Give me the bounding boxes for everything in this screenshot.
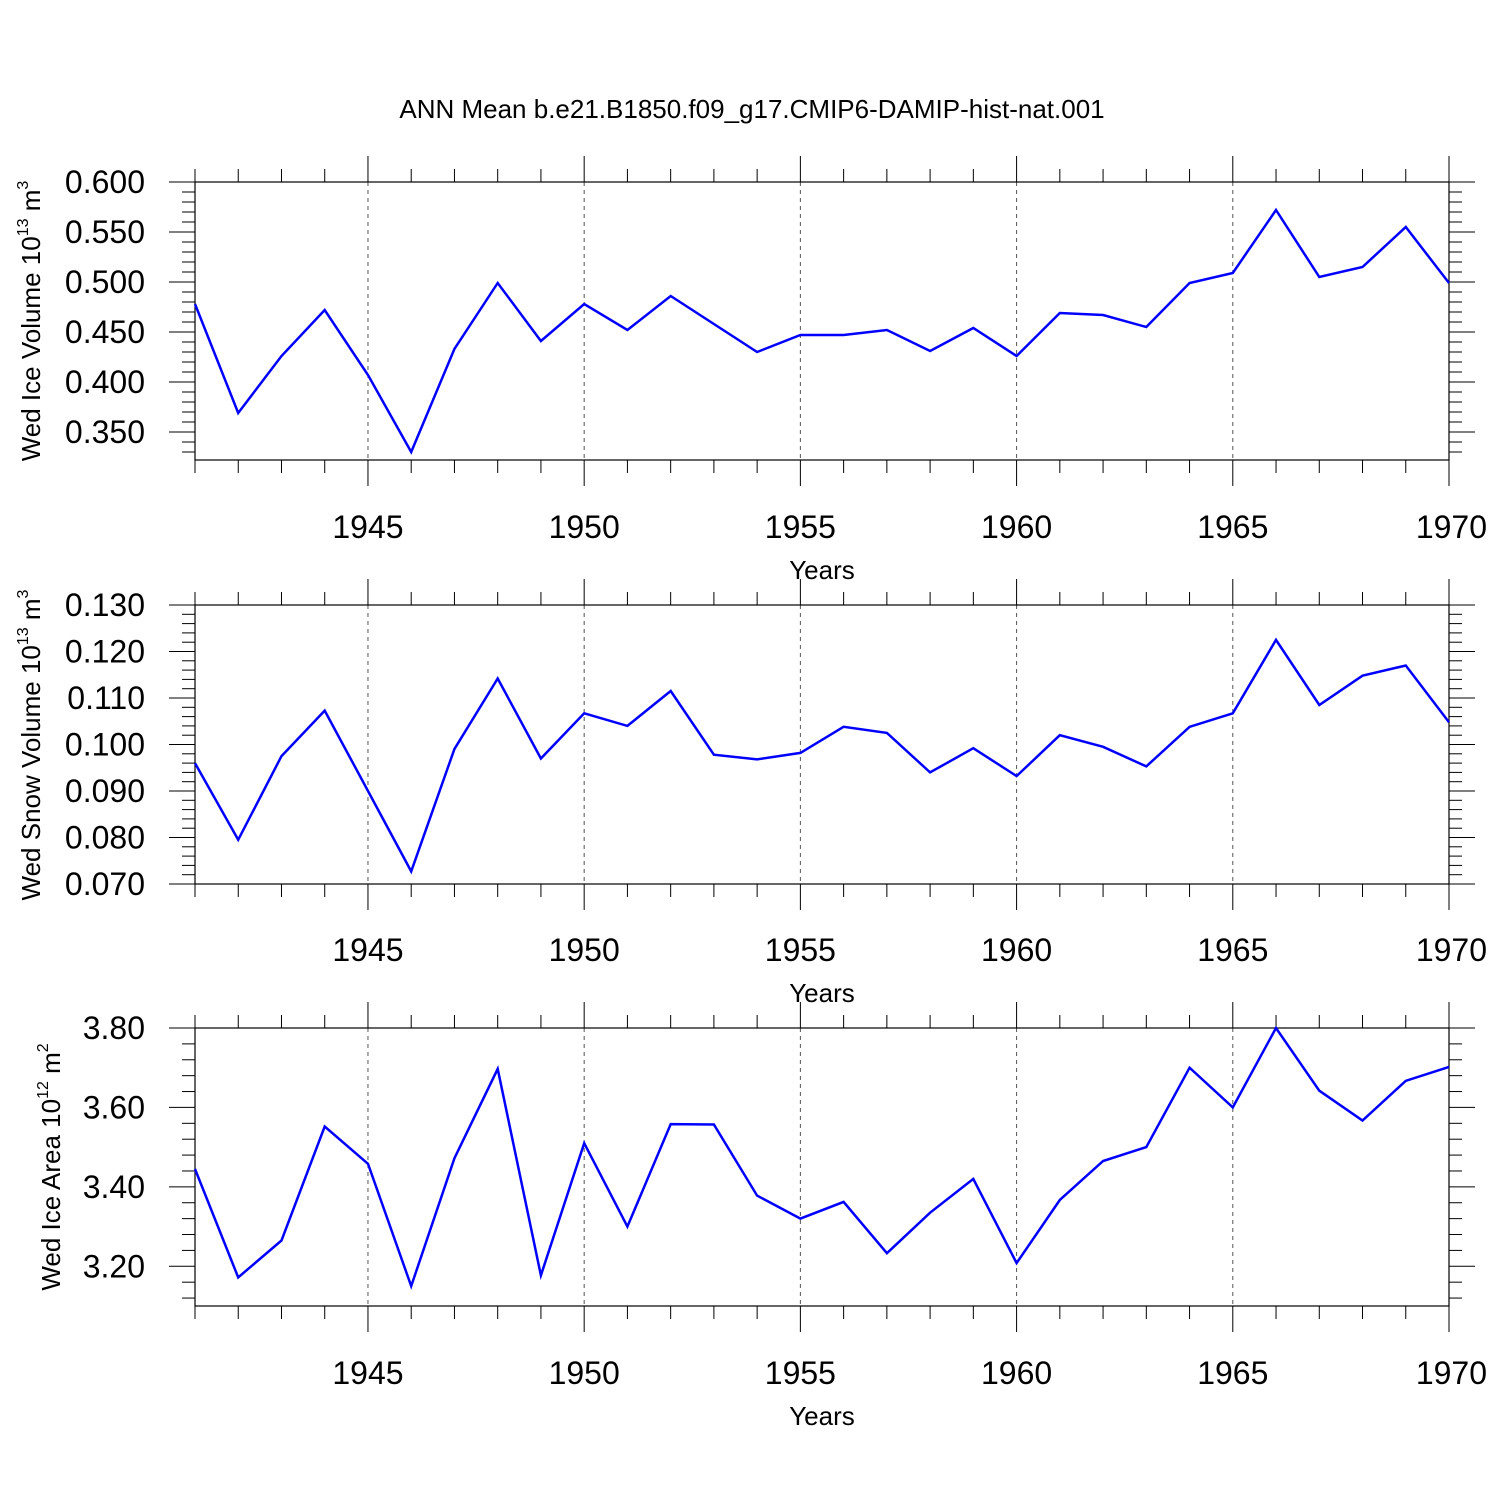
- series-line: [193, 1025, 1450, 1290]
- y-tick-label: 0.080: [65, 820, 145, 856]
- plot-frame: [194, 181, 1450, 461]
- y-tick-label: 0.500: [65, 264, 145, 300]
- series-line: [193, 637, 1450, 875]
- plot-frame: [194, 1027, 1450, 1307]
- x-tick-label: 1970: [1416, 509, 1487, 545]
- x-tick-label: 1950: [549, 1355, 620, 1391]
- x-tick-label: 1955: [765, 1355, 836, 1391]
- x-axis-title: Years: [789, 978, 855, 1008]
- y-tick-label: 0.120: [65, 634, 145, 670]
- y-tick-label: 3.40: [83, 1169, 145, 1205]
- y-tick-label: 0.100: [65, 727, 145, 763]
- x-tick-label: 1945: [332, 509, 403, 545]
- y-tick-label: 3.60: [83, 1089, 145, 1125]
- x-tick-label: 1970: [1416, 1355, 1487, 1391]
- y-tick-label: 0.070: [65, 866, 145, 902]
- plot-frame: [194, 604, 1450, 885]
- x-tick-label: 1965: [1197, 509, 1268, 545]
- chart-title: ANN Mean b.e21.B1850.f09_g17.CMIP6-DAMIP…: [399, 94, 1104, 124]
- x-tick-label: 1950: [549, 932, 620, 968]
- x-axis-title: Years: [789, 1401, 855, 1431]
- x-tick-label: 1955: [765, 509, 836, 545]
- y-tick-label: 0.550: [65, 214, 145, 250]
- series-line: [193, 207, 1450, 455]
- x-tick-label: 1965: [1197, 1355, 1268, 1391]
- x-tick-label: 1960: [981, 932, 1052, 968]
- y-axis-title: Wed Ice Volume 1013 m3: [15, 181, 46, 462]
- x-tick-label: 1960: [981, 1355, 1052, 1391]
- x-tick-label: 1955: [765, 932, 836, 968]
- y-tick-label: 0.110: [67, 680, 145, 716]
- y-tick-label: 0.400: [65, 364, 145, 400]
- x-tick-label: 1970: [1416, 932, 1487, 968]
- y-tick-label: 0.090: [65, 773, 145, 809]
- y-tick-label: 0.130: [65, 587, 145, 623]
- y-tick-label: 3.20: [83, 1248, 145, 1284]
- x-tick-label: 1945: [332, 932, 403, 968]
- y-tick-label: 0.350: [65, 414, 145, 450]
- x-axis-title: Years: [789, 555, 855, 585]
- y-tick-label: 0.600: [65, 164, 145, 200]
- y-axis-title: Wed Ice Area 1012 m2: [35, 1043, 66, 1290]
- panel-2: 0.070 0.080 0.090 0.100 0.110 0.120 0.130 1945 1…: [15, 579, 1487, 1008]
- x-tick-label: 1945: [332, 1355, 403, 1391]
- panel-1: 0.350 0.400 0.450 0.500 0.550 0.600 1945 1950 19…: [15, 156, 1487, 585]
- y-tick-label: 0.450: [65, 314, 145, 350]
- x-tick-label: 1960: [981, 509, 1052, 545]
- x-tick-label: 1950: [549, 509, 620, 545]
- y-axis-title: Wed Snow Volume 1013 m3: [15, 589, 46, 900]
- panel-3: 3.20 3.40 3.60 3.80 1945 1950 1955 1960 1965 1970…: [35, 1002, 1487, 1431]
- x-tick-label: 1965: [1197, 932, 1268, 968]
- y-tick-label: 3.80: [83, 1010, 145, 1046]
